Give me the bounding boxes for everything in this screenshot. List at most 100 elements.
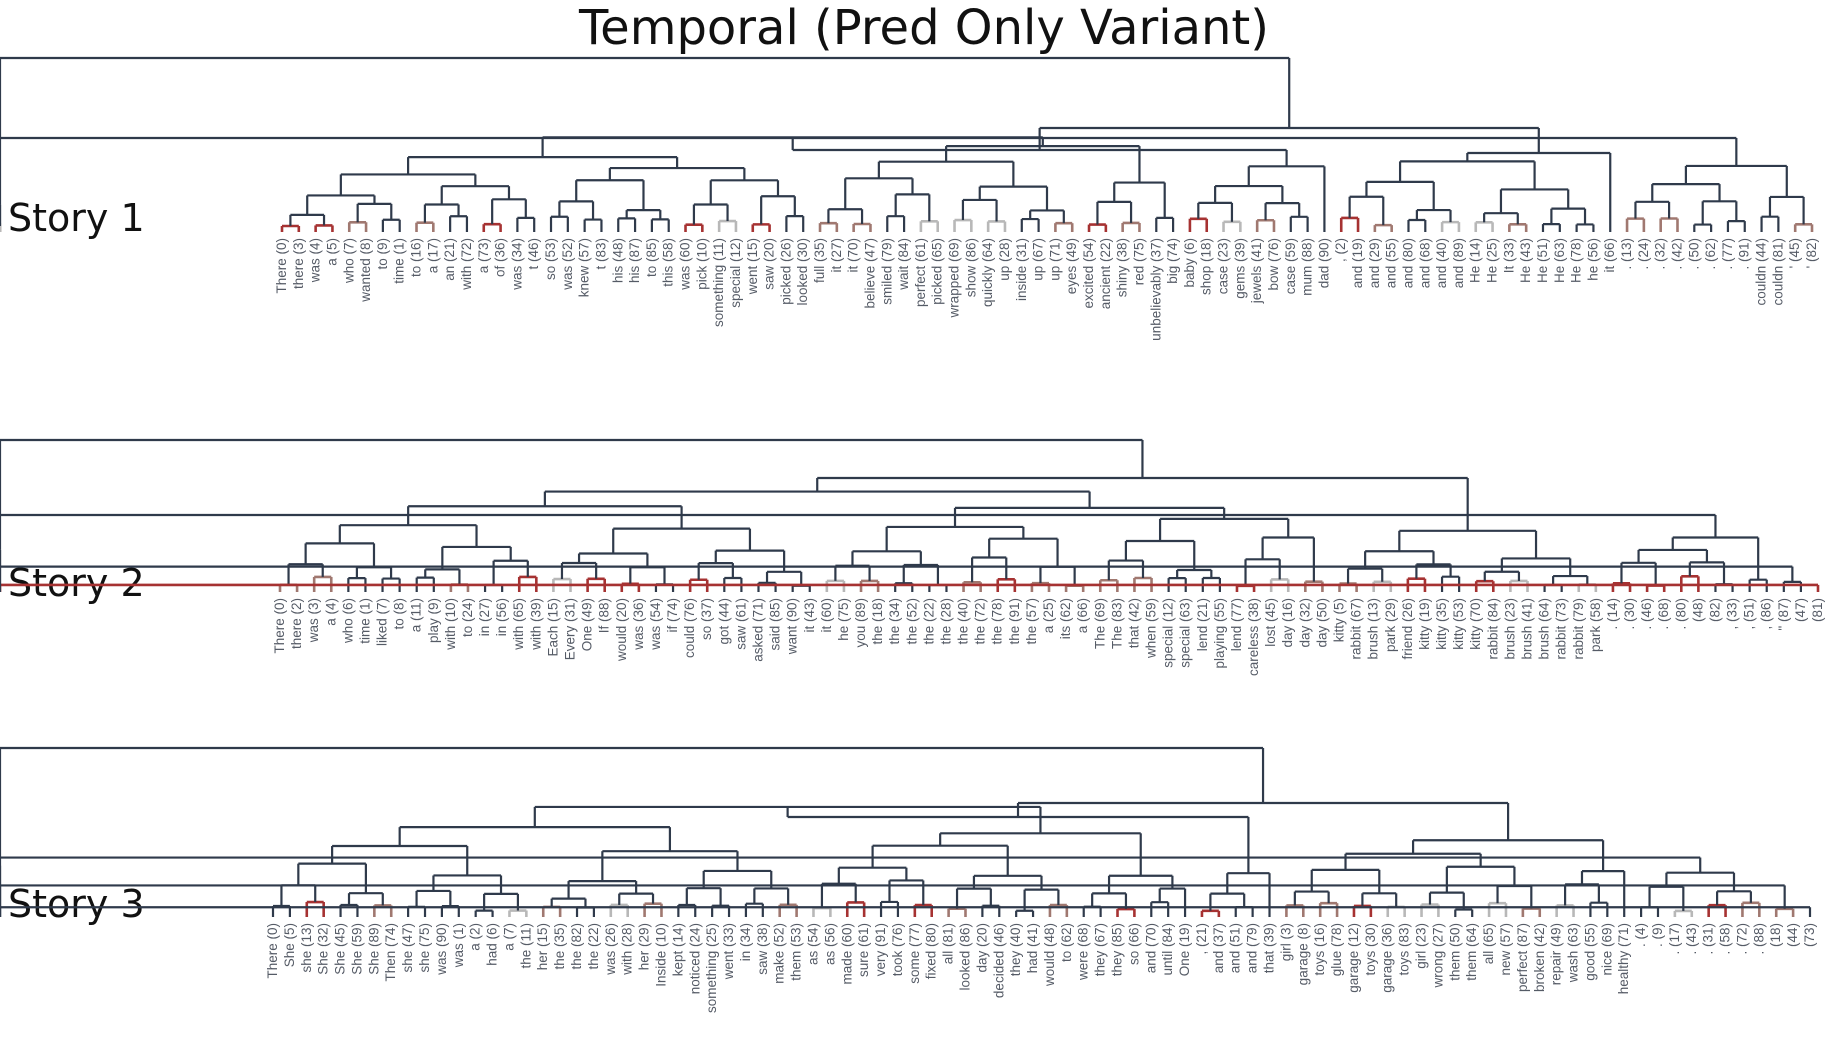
leaf-label: pick (10) [694, 238, 709, 290]
leaf-label: would (20) [614, 598, 629, 662]
leaf-label: dad (90) [1316, 238, 1331, 288]
leaf-label: brush (23) [1502, 598, 1517, 660]
leaf-label: made (60) [839, 923, 854, 985]
leaf-label: park (29) [1383, 598, 1398, 652]
leaf-label: (81) [1810, 598, 1825, 622]
leaf-label: bow (76) [1266, 238, 1281, 291]
leaf-label: friend (26) [1400, 598, 1415, 660]
leaf-label: brush (64) [1537, 598, 1552, 660]
leaf-label: (82) [1707, 598, 1722, 622]
leaf-label: in (27) [477, 598, 492, 636]
leaf-label: He (51) [1535, 238, 1550, 283]
leaf-label: toys (83) [1397, 923, 1412, 976]
leaf-label: kept (14) [670, 923, 685, 976]
leaf-label: a (7) [501, 923, 516, 951]
leaf-label: picked (26) [778, 238, 793, 305]
leaf-label: Each (15) [545, 598, 560, 657]
leaf-label: . (62) [1703, 238, 1718, 270]
leaf-label: the (91) [1007, 598, 1022, 645]
leaf-label: was (4) [308, 238, 323, 283]
leaf-label: Then (74) [383, 923, 398, 982]
leaf-label: gems (39) [1232, 238, 1247, 299]
leaf-label: She (59) [349, 923, 364, 975]
leaf-label: He (43) [1518, 238, 1533, 283]
leaf-label: the (78) [990, 598, 1005, 645]
leaf-label: unbelievably (37) [1148, 238, 1163, 341]
leaf-label: wrapped (69) [947, 238, 962, 319]
leaf-label: they (67) [1093, 923, 1108, 976]
leaf-label: toys (16) [1312, 923, 1327, 976]
leaf-label: the (52) [904, 598, 919, 645]
leaf-label: . (77) [1720, 238, 1735, 270]
leaf-label: and (29) [1367, 238, 1382, 288]
leaf-label: to (8) [392, 598, 407, 630]
leaf-label: rabbit (84) [1485, 598, 1500, 660]
leaf-label: rabbit (67) [1349, 598, 1364, 660]
leaf-label: decided (46) [991, 923, 1006, 998]
leaf-label: and (68) [1417, 238, 1432, 288]
story-3-dendrogram: There (0) She (5) she (13) She (32) She (45)… [0, 746, 1817, 1013]
leaf-label: She (32) [316, 923, 331, 975]
leaf-label: that (39) [1262, 923, 1277, 973]
leaf-label: and (40) [1434, 238, 1449, 288]
leaf-label: couldn (81) [1770, 238, 1785, 306]
leaf-label: and (70) [1143, 923, 1158, 973]
leaf-label: some (77) [907, 923, 922, 984]
leaf-label: He (25) [1485, 238, 1500, 283]
leaf-label: inside (31) [1014, 238, 1029, 301]
leaf-label: He (14) [1468, 238, 1483, 283]
leaf-label: the (35) [552, 923, 567, 970]
leaf-label: . (43) [1684, 923, 1699, 955]
leaf-label: had (6) [485, 923, 500, 966]
leaf-label: it (60) [819, 598, 834, 633]
leaf-label: to (9) [375, 238, 390, 270]
leaf-label: was (26) [603, 923, 618, 976]
leaf-label: an (21) [442, 238, 457, 281]
leaf-label: brush (13) [1366, 598, 1381, 660]
leaf-label: . (58) [1718, 923, 1733, 955]
leaf-label: . (32) [1653, 238, 1668, 270]
leaf-label: and (89) [1451, 238, 1466, 288]
leaf-label: if (74) [665, 598, 680, 633]
leaf-label: . (80) [1673, 598, 1688, 630]
leaf-label: lost (45) [1263, 598, 1278, 647]
leaf-label: it (66) [1602, 238, 1617, 273]
leaf-label: she (47) [400, 923, 415, 973]
leaf-label: kitty (53) [1451, 598, 1466, 650]
leaf-label: . (4) [1633, 923, 1648, 947]
story-1-label: Story 1 [8, 196, 145, 240]
leaf-label: broken (42) [1532, 923, 1547, 992]
leaf-label: it (43) [802, 598, 817, 633]
leaf-label: rabbit (73) [1554, 598, 1569, 660]
story-2-dendrogram: There (0) there (2) was (3) a (4) who (6) tim… [0, 438, 1825, 676]
leaf-label: knew (57) [577, 238, 592, 297]
leaf-label: was (3) [306, 598, 321, 643]
leaf-label: them (50) [1447, 923, 1462, 981]
leaf-label: went (15) [745, 238, 760, 295]
leaf-label: a (73) [476, 238, 491, 273]
leaf-label: If (88) [597, 598, 612, 633]
leaf-label: garage (36) [1380, 923, 1395, 993]
leaf-label: the (72) [973, 598, 988, 645]
leaf-label: was (52) [560, 238, 575, 291]
leaf-label: time (1) [392, 238, 407, 284]
leaf-label: wrong (27) [1430, 923, 1445, 989]
leaf-label: , (86) [1759, 598, 1774, 630]
leaf-label: excited (54) [1081, 238, 1096, 309]
leaf-label: nice (69) [1599, 923, 1614, 976]
leaf-label: girl (23) [1414, 923, 1429, 969]
leaf-label: was (1) [451, 923, 466, 968]
leaf-label: brush (41) [1519, 598, 1534, 660]
leaf-label: ' (45) [1787, 238, 1802, 268]
story-1-dendrogram: There (0) there (3) was (4) a (5) who (7) wan… [0, 56, 1819, 341]
leaf-label: all (81) [941, 923, 956, 964]
leaf-label: a (5) [324, 238, 339, 266]
leaf-label: who (6) [340, 598, 355, 644]
leaf-label: . (9) [1650, 923, 1665, 947]
leaf-label: so (37) [699, 598, 714, 640]
leaf-label: (44) [1785, 923, 1800, 947]
leaf-label: saw (38) [755, 923, 770, 975]
leaf-label: eyes (49) [1064, 238, 1079, 294]
leaf-label: and (51) [1228, 923, 1243, 973]
leaf-label: up (28) [997, 238, 1012, 281]
